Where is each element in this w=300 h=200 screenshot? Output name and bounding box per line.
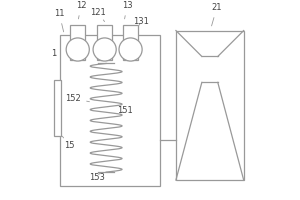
Bar [97,25,112,60]
Text: 121: 121 [90,8,106,22]
Bar [176,31,244,180]
Text: 21: 21 [212,3,222,26]
Text: 153: 153 [89,173,105,182]
Bar [70,25,85,60]
Text: 13: 13 [122,1,132,19]
Bar [60,35,160,186]
Text: 151: 151 [117,106,133,115]
Circle shape [119,38,142,61]
Text: 1: 1 [51,49,56,58]
Text: 12: 12 [76,1,86,19]
Circle shape [66,38,89,61]
Bar [123,25,138,60]
Bar [54,80,61,136]
Circle shape [93,38,116,61]
Text: 152: 152 [65,94,89,103]
Text: 11: 11 [54,9,64,32]
Text: 131: 131 [133,17,149,26]
Text: 15: 15 [62,136,74,150]
